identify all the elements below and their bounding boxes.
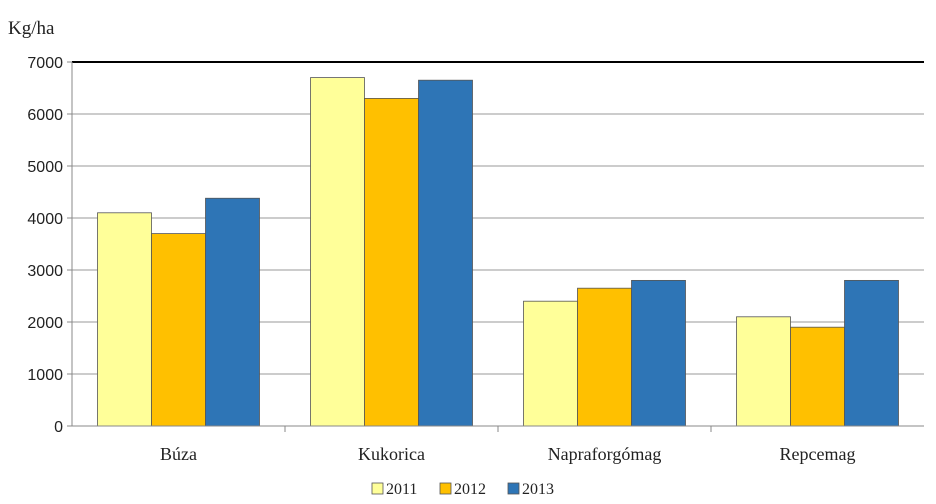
- bar-2013-2: [631, 279, 686, 427]
- legend-label-2011: 2011: [386, 481, 417, 498]
- bar-2012-1: [364, 98, 419, 427]
- y-tick-label: 6000: [27, 107, 63, 124]
- legend: 2011 2012 2013: [371, 481, 554, 498]
- legend-label-2013: 2013: [522, 481, 554, 498]
- bar-2011-3: [736, 316, 791, 427]
- x-tick-label: Repcemag: [780, 444, 856, 464]
- bar-2013-0: [205, 197, 260, 427]
- legend-swatch-2011: [371, 482, 384, 495]
- bar-2012-0: [151, 233, 206, 427]
- y-tick-label: 3000: [27, 263, 63, 280]
- bar-2012-3: [790, 326, 845, 427]
- y-tick-label: 4000: [27, 211, 63, 228]
- bar-2011-0: [97, 212, 152, 427]
- y-tick-label: 1000: [27, 367, 63, 384]
- y-tick-label: 5000: [27, 159, 63, 176]
- x-tick-label: Búza: [160, 444, 197, 464]
- legend-swatch-2012: [439, 482, 452, 495]
- bar-2011-2: [523, 300, 578, 427]
- bars: [97, 77, 899, 427]
- y-tick-label: 2000: [27, 315, 63, 332]
- y-tick-labels: 0 1000 2000 3000 4000 5000 6000 7000: [27, 55, 63, 436]
- bar-2013-1: [418, 79, 473, 427]
- x-tick-labels: Búza Kukorica Napraforgómag Repcemag: [160, 444, 855, 464]
- y-axis-title: Kg/ha: [8, 18, 55, 39]
- x-tick-label: Napraforgómag: [548, 444, 662, 464]
- bar-2013-3: [844, 279, 899, 427]
- bar-2011-1: [310, 77, 365, 427]
- bar-2012-2: [577, 287, 632, 427]
- x-tick-label: Kukorica: [358, 444, 425, 464]
- legend-label-2012: 2012: [454, 481, 486, 498]
- y-tick-label: 0: [54, 419, 63, 436]
- legend-swatch-2013: [507, 482, 520, 495]
- y-tick-label: 7000: [27, 55, 63, 72]
- axes: [67, 61, 924, 432]
